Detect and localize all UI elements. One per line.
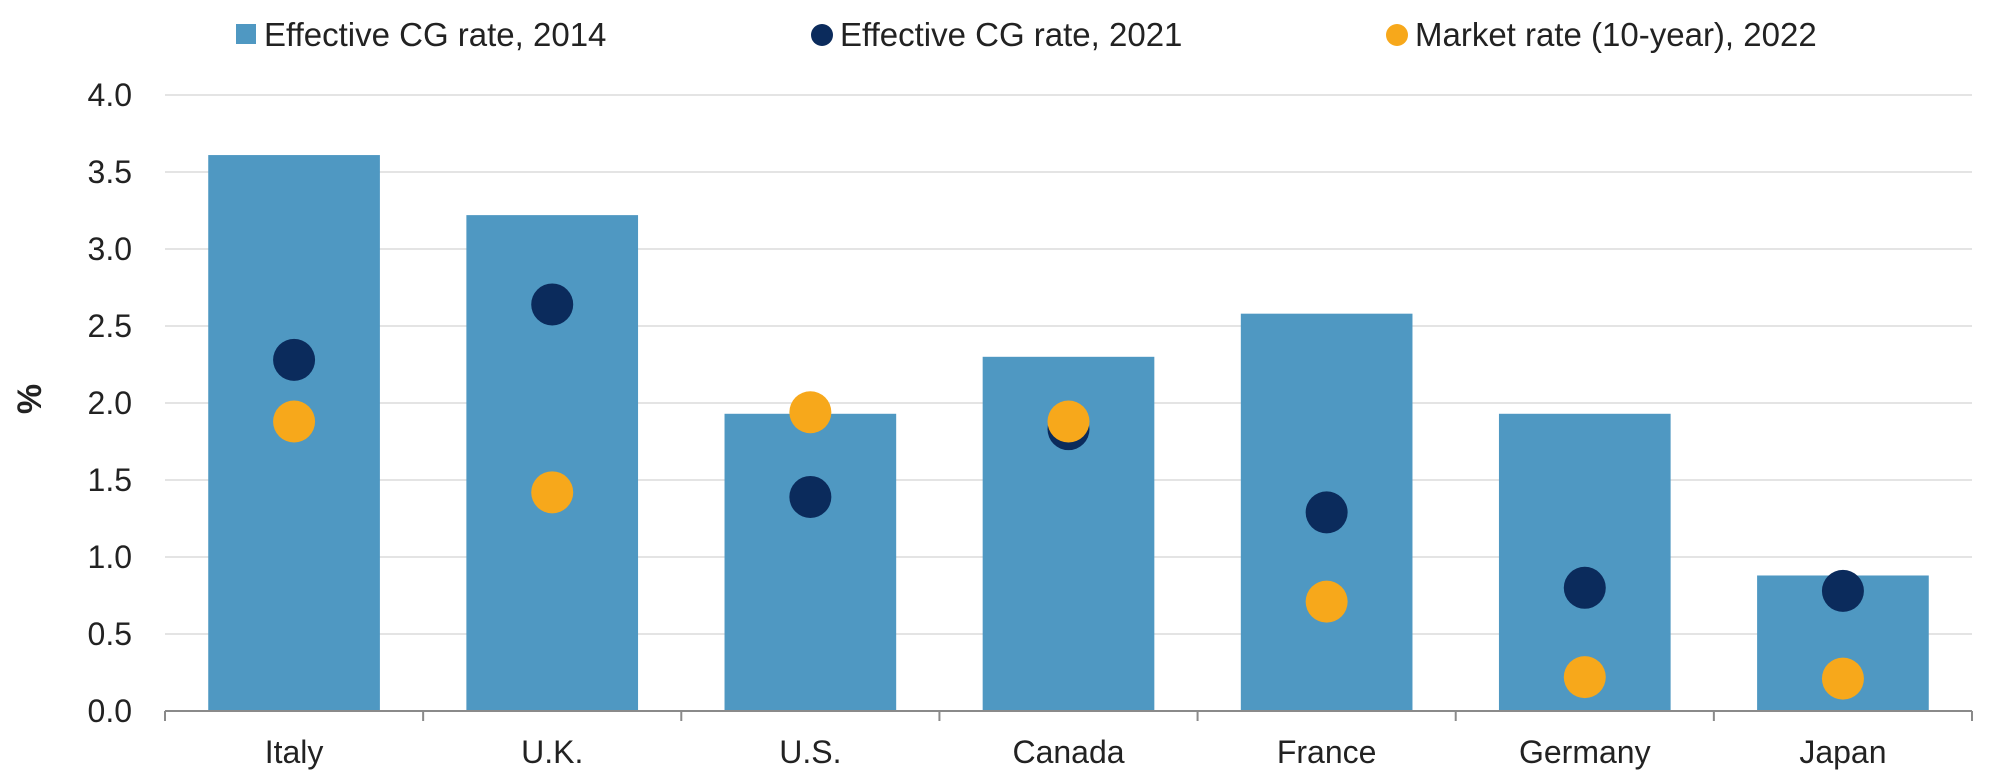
y-tick-label: 2.5: [88, 308, 132, 344]
dot-series-2021: [273, 283, 1864, 612]
legend-swatch-dots-2022: [1386, 24, 1408, 46]
dot-2021-france: [1305, 491, 1348, 534]
dot-2021-germany: [1563, 566, 1606, 609]
x-tick-label: Italy: [265, 734, 324, 770]
y-tick-label: 3.5: [88, 154, 132, 190]
y-tick-label: 0.0: [88, 693, 132, 729]
y-tick-label: 0.5: [88, 616, 132, 652]
y-tick-label: 4.0: [88, 77, 132, 113]
legend-label-bars-2014: Effective CG rate, 2014: [264, 16, 606, 53]
y-tick-label: 2.0: [88, 385, 132, 421]
legend-swatch-bars-2014: [236, 24, 256, 44]
dot-2022-germany: [1563, 656, 1606, 699]
dot-2022-us: [789, 391, 832, 434]
dot-2022-canada: [1047, 400, 1090, 443]
y-tick-label: 1.0: [88, 539, 132, 575]
dot-2022-japan: [1821, 657, 1864, 700]
dot-2021-us: [789, 475, 832, 518]
y-axis-title: %: [11, 384, 49, 414]
dot-2021-italy: [273, 338, 316, 381]
bar-series-2014: [208, 155, 1929, 711]
y-tick-label: 3.0: [88, 231, 132, 267]
x-tick-label: Canada: [1012, 734, 1124, 770]
y-axis-ticks: 0.0 0.5 1.0 1.5 2.0 2.5 3.0 3.5 4.0: [88, 77, 132, 729]
x-tick-label: U.K.: [521, 734, 583, 770]
legend-swatch-dots-2021: [811, 24, 833, 46]
legend-item-dots-2022: Market rate (10-year), 2022: [1386, 16, 1817, 53]
bar-2014-us: [724, 413, 897, 711]
x-tick-label: Japan: [1799, 734, 1886, 770]
y-tick-label: 1.5: [88, 462, 132, 498]
dot-2021-japan: [1821, 569, 1864, 612]
legend-label-dots-2021: Effective CG rate, 2021: [840, 16, 1182, 53]
dot-2022-italy: [273, 400, 316, 443]
dot-2022-uk: [531, 471, 574, 514]
dot-series-2022: [273, 391, 1864, 700]
x-tick-label: France: [1277, 734, 1377, 770]
x-axis: Italy U.K. U.S. Canada France Germany Japan: [164, 710, 1973, 770]
dot-2021-uk: [531, 283, 574, 326]
legend-item-bars-2014: Effective CG rate, 2014: [236, 16, 606, 53]
x-tick-label: U.S.: [779, 734, 841, 770]
x-tick-label: Germany: [1519, 734, 1651, 770]
legend-item-dots-2021: Effective CG rate, 2021: [811, 16, 1182, 53]
dot-2022-france: [1305, 580, 1348, 623]
legend: Effective CG rate, 2014 Effective CG rat…: [236, 16, 1817, 53]
legend-label-dots-2022: Market rate (10-year), 2022: [1415, 16, 1817, 53]
